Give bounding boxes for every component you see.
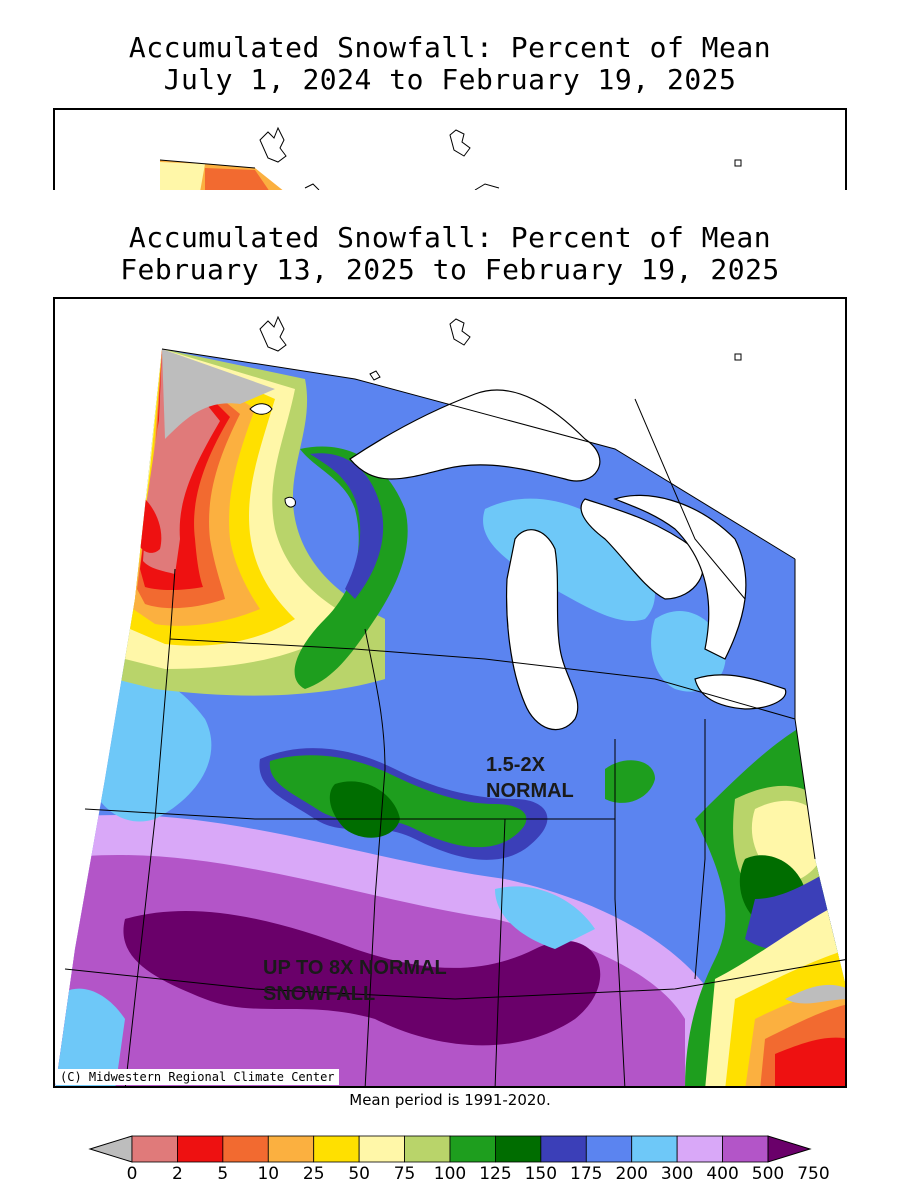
previous-map-title-line2: July 1, 2024 to February 19, 2025 (163, 63, 737, 96)
map-title-line1: Accumulated Snowfall: Percent of Mean (128, 221, 772, 254)
previous-map-graphic (159, 126, 742, 190)
legend-tick-label: 50 (348, 1164, 370, 1184)
legend-swatch (631, 1135, 678, 1163)
legend-tick-label: 125 (479, 1164, 512, 1184)
legend-tick-label: 25 (302, 1164, 325, 1184)
map-title: Accumulated Snowfall: Percent of Mean Fe… (0, 222, 900, 286)
legend-swatch (222, 1135, 269, 1163)
legend-tick-label: 400 (706, 1164, 739, 1184)
legend-swatch (585, 1135, 633, 1163)
snowfall-percent-map: (C) Midwestern Regional Climate Center (53, 297, 847, 1088)
previous-map-clipped (53, 108, 847, 190)
annotation-south-line2: SNOWFALL (263, 983, 376, 1005)
legend-swatch (722, 1135, 769, 1163)
legend-swatch (449, 1135, 496, 1163)
legend-tick-label: 100 (433, 1164, 467, 1184)
legend-tick-label: 2 (172, 1164, 183, 1184)
annotation-center: 1.5-2X NORMAL (486, 752, 574, 804)
legend-tick-label: 175 (570, 1164, 603, 1184)
legend-tick-label: 750 (797, 1164, 830, 1184)
annotation-center-line1: 1.5-2X (486, 754, 545, 776)
legend-swatch (177, 1135, 224, 1163)
legend-tick-label: 10 (257, 1164, 280, 1184)
legend-tick-label: 150 (524, 1164, 558, 1184)
legend-tick-label: 0 (126, 1164, 138, 1184)
previous-map-title: Accumulated Snowfall: Percent of Mean Ju… (0, 32, 900, 96)
legend-arrow-high (767, 1135, 812, 1163)
legend-swatch (358, 1135, 405, 1163)
snowfall-map-graphic (55, 315, 845, 1086)
legend-swatch (676, 1135, 723, 1163)
annotation-south-line1: UP TO 8X NORMAL (263, 957, 447, 979)
legend-swatch (267, 1135, 315, 1163)
legend-swatch (495, 1135, 542, 1163)
annotation-center-line2: NORMAL (486, 780, 574, 802)
mean-period-note: Mean period is 1991-2020. (349, 1091, 551, 1109)
legend-tick-label: 300 (660, 1164, 694, 1184)
legend-swatch (540, 1135, 587, 1163)
legend-tick-label: 5 (217, 1164, 229, 1184)
legend-swatch (313, 1135, 360, 1163)
legend-tick-label: 200 (615, 1164, 648, 1184)
legend-arrow-low (88, 1135, 133, 1163)
map-title-line2: February 13, 2025 to February 19, 2025 (120, 253, 780, 286)
legend-tick-label: 500 (751, 1164, 785, 1184)
credit-label: (C) Midwestern Regional Climate Center (56, 1069, 339, 1085)
legend-swatch (131, 1135, 178, 1163)
previous-map-title-line1: Accumulated Snowfall: Percent of Mean (128, 31, 772, 64)
legend-tick-label: 75 (393, 1164, 416, 1184)
color-legend-bar (88, 1135, 812, 1163)
legend-swatch (404, 1135, 451, 1163)
annotation-south: UP TO 8X NORMAL SNOWFALL (263, 955, 447, 1007)
